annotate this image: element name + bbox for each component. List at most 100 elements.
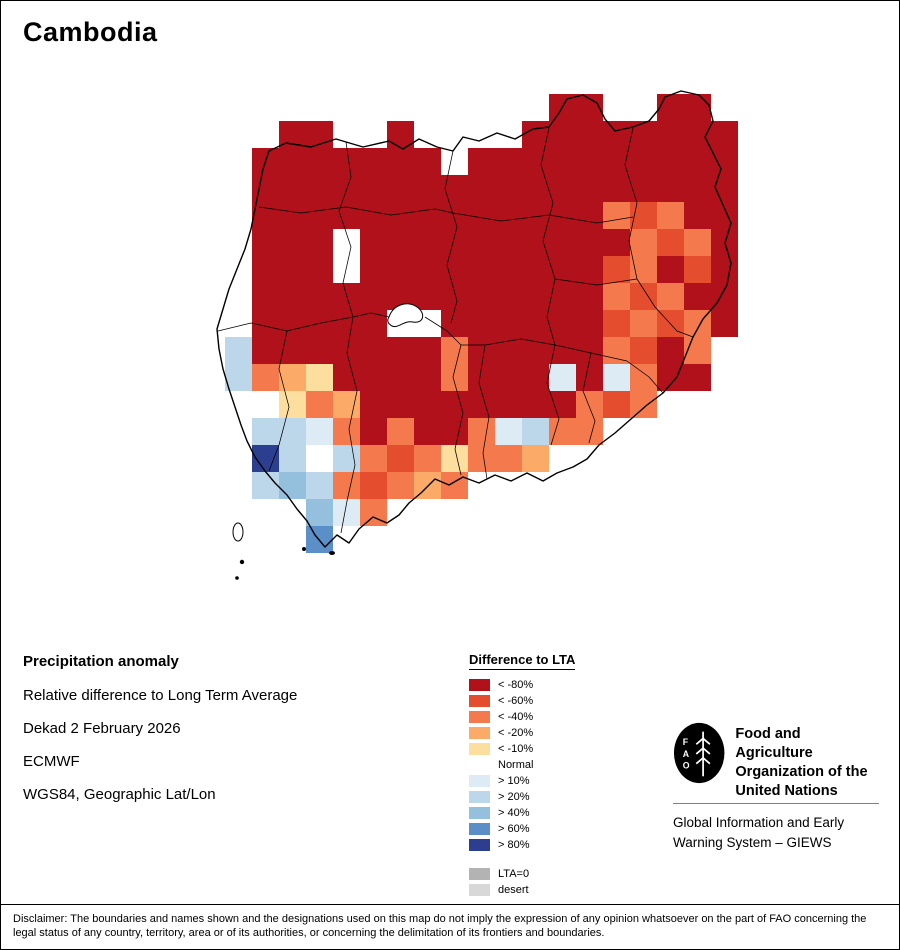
map-cell [522, 175, 549, 202]
map-cell [468, 445, 495, 472]
map-cell [468, 418, 495, 445]
map-cell [387, 391, 414, 418]
svg-text:F: F [683, 737, 688, 747]
map-cell [657, 148, 684, 175]
map-cell [522, 121, 549, 148]
map-cell [387, 364, 414, 391]
legend-item: > 20% [469, 789, 629, 805]
fao-logo: F A O [673, 722, 725, 784]
legend-label: > 40% [498, 807, 530, 819]
map-cell [441, 391, 468, 418]
map-cell [360, 256, 387, 283]
legend-swatch [469, 868, 490, 880]
map-cell [306, 337, 333, 364]
map-cell [657, 229, 684, 256]
map-cell [684, 202, 711, 229]
map-cell [630, 364, 657, 391]
legend-item: desert [469, 882, 629, 898]
legend-item: > 10% [469, 773, 629, 789]
map-cell [279, 364, 306, 391]
map-cell [603, 256, 630, 283]
map-cell [711, 310, 738, 337]
map-cell [684, 337, 711, 364]
map-cell [684, 283, 711, 310]
map-cell [468, 256, 495, 283]
map-cell [333, 310, 360, 337]
map-cell [306, 121, 333, 148]
map-cell [306, 148, 333, 175]
map-cell [306, 499, 333, 526]
map-cell [414, 229, 441, 256]
map-cell [576, 391, 603, 418]
map-cell [306, 256, 333, 283]
info-line-projection: WGS84, Geographic Lat/Lon [23, 786, 216, 803]
map-cell [387, 418, 414, 445]
map-cell [279, 391, 306, 418]
map-cell [495, 445, 522, 472]
map-cell [360, 337, 387, 364]
map-cell [360, 364, 387, 391]
map-cell [468, 175, 495, 202]
map-cell [657, 121, 684, 148]
map-cell [387, 256, 414, 283]
map-cell [468, 391, 495, 418]
svg-text:O: O [683, 761, 690, 771]
map-cell [441, 364, 468, 391]
map-cell [603, 175, 630, 202]
map-cell [414, 148, 441, 175]
map-cell [468, 148, 495, 175]
legend-label: < -10% [498, 743, 534, 755]
map-cell [603, 202, 630, 229]
legend-item: > 60% [469, 821, 629, 837]
map-cell [684, 256, 711, 283]
map-cell [387, 175, 414, 202]
map-cell [279, 175, 306, 202]
map-cell [306, 364, 333, 391]
country-outline [216, 90, 732, 548]
map-cell [468, 229, 495, 256]
legend-swatch [469, 743, 490, 755]
map-cell [414, 445, 441, 472]
map-cell [252, 175, 279, 202]
map-cell [306, 418, 333, 445]
map-cell [603, 310, 630, 337]
map-cell [549, 418, 576, 445]
map-cell [441, 337, 468, 364]
map-cell [549, 310, 576, 337]
map-cell [441, 283, 468, 310]
legend-swatch [469, 884, 490, 896]
legend-label: > 80% [498, 839, 530, 851]
map-cell [414, 256, 441, 283]
map-cell [630, 256, 657, 283]
map-cell [657, 202, 684, 229]
legend-item: < -60% [469, 693, 629, 709]
map-cell [252, 310, 279, 337]
legend-label: > 20% [498, 791, 530, 803]
map-cell [387, 472, 414, 499]
map-cell [306, 175, 333, 202]
map-cell [549, 148, 576, 175]
map-cell [495, 202, 522, 229]
map-cell [333, 391, 360, 418]
map-cell [576, 202, 603, 229]
map-cell [522, 148, 549, 175]
legend: Difference to LTA < -80% < -60% < -40% < -2… [469, 651, 629, 898]
map-cell [441, 202, 468, 229]
map-cell [441, 472, 468, 499]
map-cell [522, 229, 549, 256]
map-cell [576, 364, 603, 391]
legend-item: < -40% [469, 709, 629, 725]
map-cell [441, 418, 468, 445]
map-cell [468, 310, 495, 337]
map-cell [387, 121, 414, 148]
map-cell [225, 364, 252, 391]
info-heading: Precipitation anomaly [23, 653, 179, 670]
page-title: Cambodia [23, 17, 158, 47]
map-cell [576, 229, 603, 256]
map-cell [711, 148, 738, 175]
map-cell [495, 175, 522, 202]
map-cell [549, 229, 576, 256]
map-cell [630, 148, 657, 175]
info-line-dekad: Dekad 2 February 2026 [23, 720, 181, 737]
